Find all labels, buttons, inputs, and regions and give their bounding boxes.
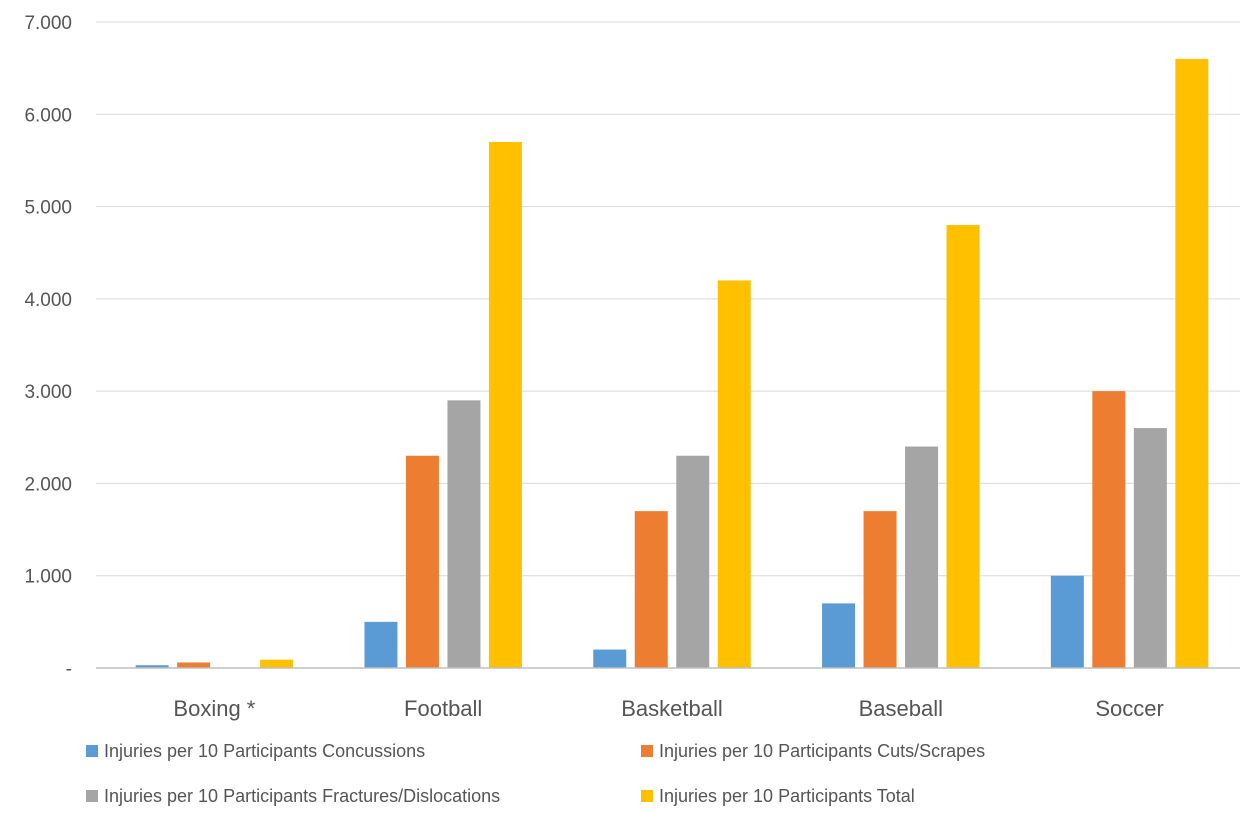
bar-baseball-series-3 xyxy=(946,225,980,668)
bar-soccer-series-2 xyxy=(1133,428,1167,668)
bar-soccer-series-1 xyxy=(1092,391,1126,668)
category-labels: Boxing * Football Basketball Baseball Soccer xyxy=(173,696,1163,721)
bars xyxy=(135,58,1209,668)
legend-item: Injuries per 10 Participants Total xyxy=(641,786,915,806)
legend-label: Injuries per 10 Participants Concussions xyxy=(104,741,425,761)
legend-item: Injuries per 10 Participants Concussions xyxy=(86,741,425,761)
legend: Injuries per 10 Participants Concussions… xyxy=(86,741,985,806)
bar-boxing-series-3 xyxy=(260,659,294,668)
y-tick-label: 7.000 xyxy=(24,13,72,34)
bar-basketball-series-1 xyxy=(634,511,668,668)
bar-soccer-series-0 xyxy=(1050,575,1084,668)
bar-boxing-series-0 xyxy=(135,665,169,668)
y-tick-label: 1.000 xyxy=(24,567,72,588)
bar-basketball-series-3 xyxy=(717,280,751,668)
bar-baseball-series-1 xyxy=(863,511,897,668)
y-tick-label: 5.000 xyxy=(24,198,72,219)
bar-football-series-3 xyxy=(488,141,522,668)
bar-basketball-series-2 xyxy=(676,455,710,668)
category-label: Soccer xyxy=(1095,696,1163,721)
bar-boxing-series-1 xyxy=(177,662,211,668)
category-label: Boxing * xyxy=(173,696,255,721)
bar-soccer-series-3 xyxy=(1175,58,1209,668)
legend-item: Injuries per 10 Participants Fractures/D… xyxy=(86,786,500,806)
category-label: Baseball xyxy=(859,696,943,721)
category-label: Basketball xyxy=(621,696,723,721)
legend-swatch xyxy=(86,790,98,802)
bar-football-series-1 xyxy=(405,455,439,668)
bar-football-series-0 xyxy=(364,621,398,668)
legend-label: Injuries per 10 Participants Fractures/D… xyxy=(104,786,500,806)
legend-label: Injuries per 10 Participants Total xyxy=(659,786,915,806)
y-tick-label: - xyxy=(66,659,72,680)
category-label: Football xyxy=(404,696,482,721)
legend-swatch xyxy=(641,790,653,802)
y-tick-labels: - 1.000 2.000 3.000 4.000 5.000 6.000 7.000 xyxy=(24,13,72,680)
bar-basketball-series-0 xyxy=(593,649,627,668)
bar-football-series-2 xyxy=(447,400,481,668)
y-tick-label: 3.000 xyxy=(24,382,72,403)
legend-swatch xyxy=(641,745,653,757)
y-tick-label: 2.000 xyxy=(24,474,72,495)
legend-swatch xyxy=(86,745,98,757)
legend-item: Injuries per 10 Participants Cuts/Scrape… xyxy=(641,741,985,761)
y-tick-label: 6.000 xyxy=(24,105,72,126)
bar-baseball-series-2 xyxy=(905,446,939,668)
legend-label: Injuries per 10 Participants Cuts/Scrape… xyxy=(659,741,985,761)
bar-baseball-series-0 xyxy=(822,603,856,668)
y-tick-label: 4.000 xyxy=(24,290,72,311)
gridlines xyxy=(96,21,1240,577)
